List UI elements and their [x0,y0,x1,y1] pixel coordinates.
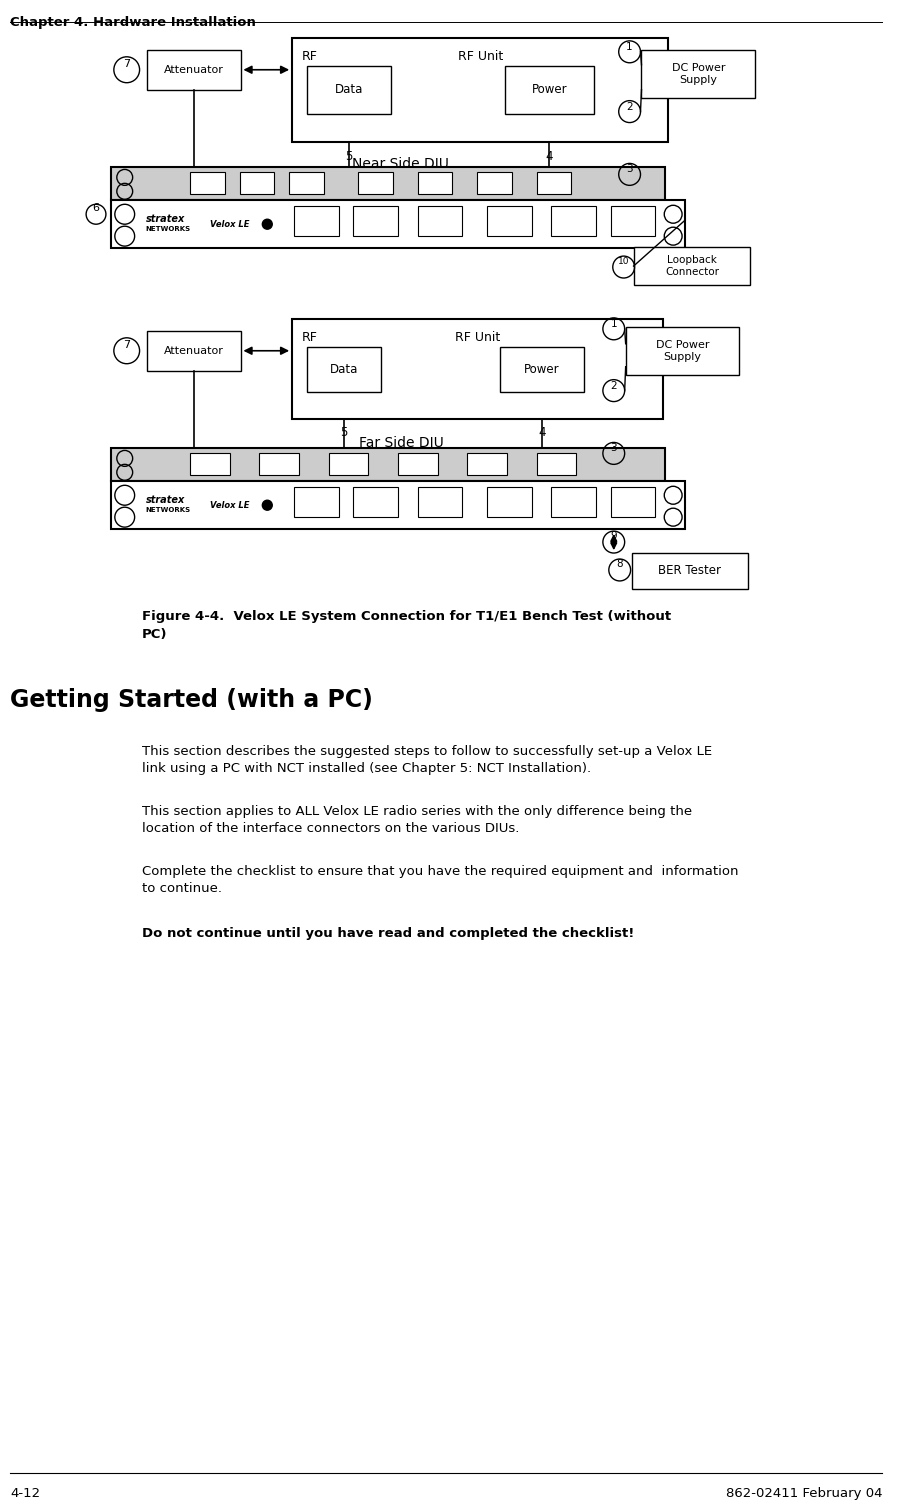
Bar [633,248,751,285]
Bar [537,454,576,475]
Text: Complete the checklist to ensure that you have the required equipment and  infor: Complete the checklist to ensure that yo… [141,865,738,879]
Bar [240,173,274,194]
Bar [259,454,299,475]
Bar [418,487,462,517]
Text: DC Power
Supply: DC Power Supply [671,63,725,84]
Text: Attenuator: Attenuator [164,65,223,75]
Text: 8: 8 [616,559,623,569]
Bar [353,206,398,236]
Bar [353,487,398,517]
Text: This section describes the suggested steps to follow to successfully set‑up a Ve: This section describes the suggested ste… [141,745,712,759]
Text: Power: Power [532,83,568,96]
Text: DC Power
Supply: DC Power Supply [656,339,709,362]
Bar [111,449,665,481]
Text: Do not continue until you have read and completed the checklist!: Do not continue until you have read and … [141,927,634,940]
Bar [292,318,663,419]
Bar [111,200,685,248]
Text: 5: 5 [345,150,352,164]
Text: to continue.: to continue. [141,882,222,895]
Bar [625,327,740,374]
Text: Data: Data [335,83,363,96]
Bar [487,206,532,236]
Text: 1: 1 [611,318,617,329]
Text: Far Side DIU: Far Side DIU [359,437,443,451]
Text: 862-02411 February 04: 862-02411 February 04 [725,1487,882,1499]
Text: link using a PC with NCT installed (see Chapter 5: NCT Installation).: link using a PC with NCT installed (see … [141,763,591,775]
Bar [111,481,685,529]
Text: 4: 4 [538,427,546,440]
Text: 9: 9 [611,532,617,541]
Text: 2: 2 [626,102,633,111]
Bar [468,454,507,475]
Circle shape [262,219,272,230]
Circle shape [262,500,272,511]
Bar [500,347,584,392]
Text: NETWORKS: NETWORKS [146,227,191,233]
Text: 6: 6 [93,203,99,213]
Text: RF: RF [302,50,318,63]
Text: Figure 4-4.  Velox LE System Connection for T1/E1 Bench Test (without: Figure 4-4. Velox LE System Connection f… [141,610,670,623]
Bar [289,173,323,194]
Bar [190,454,230,475]
Text: 2: 2 [611,380,617,391]
Text: NETWORKS: NETWORKS [146,508,191,514]
Bar [294,206,339,236]
Bar [294,487,339,517]
Bar [487,487,532,517]
Text: 4-12: 4-12 [10,1487,40,1499]
Text: Velox LE: Velox LE [210,221,250,230]
Text: Loopback
Connector: Loopback Connector [665,255,719,276]
Bar [359,173,393,194]
Text: 4: 4 [546,150,553,164]
Text: 5: 5 [341,427,348,440]
Text: 7: 7 [123,59,131,69]
Text: 7: 7 [123,339,131,350]
Bar [551,206,596,236]
Text: stratex: stratex [146,215,185,224]
Bar [111,167,665,200]
Text: location of the interface connectors on the various DIUs.: location of the interface connectors on … [141,822,519,835]
Bar [329,454,369,475]
Bar [418,206,462,236]
Bar [147,330,241,371]
Bar [551,487,596,517]
Bar [190,173,224,194]
Bar [478,173,512,194]
Text: 1: 1 [626,42,633,53]
Text: Chapter 4. Hardware Installation: Chapter 4. Hardware Installation [10,17,256,29]
Bar [505,66,594,114]
Bar [292,38,669,143]
Text: RF: RF [302,330,318,344]
Text: Getting Started (with a PC): Getting Started (with a PC) [10,688,373,712]
Bar [611,206,655,236]
Text: 3: 3 [626,164,633,174]
Bar [537,173,571,194]
Text: RF Unit: RF Unit [458,50,503,63]
Text: PC): PC) [141,628,167,641]
Bar [307,347,381,392]
Text: Attenuator: Attenuator [164,345,223,356]
Text: 10: 10 [618,257,630,266]
Text: Velox LE: Velox LE [210,502,250,511]
Bar [398,454,438,475]
Text: Data: Data [330,362,359,376]
Text: This section applies to ALL Velox LE radio series with the only difference being: This section applies to ALL Velox LE rad… [141,805,692,819]
Text: Power: Power [524,362,560,376]
Text: stratex: stratex [146,496,185,505]
Text: BER Tester: BER Tester [659,565,722,577]
Text: Near Side DIU: Near Side DIU [352,158,450,171]
Bar [418,173,452,194]
Text: RF Unit: RF Unit [455,330,500,344]
Bar [632,553,749,589]
Bar [642,50,755,98]
Bar [147,50,241,90]
Bar [611,487,655,517]
Text: 3: 3 [611,443,617,454]
Bar [307,66,391,114]
